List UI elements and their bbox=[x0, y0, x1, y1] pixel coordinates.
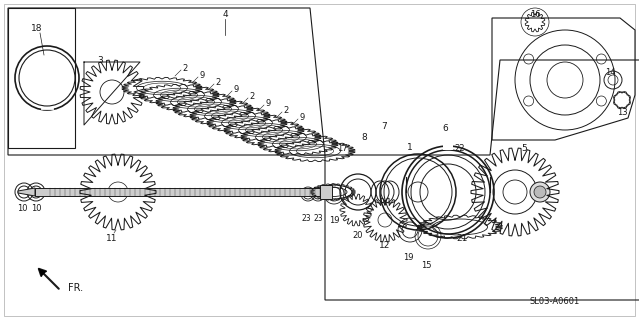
Text: 19: 19 bbox=[403, 253, 413, 262]
Bar bbox=[35, 188, 325, 196]
Text: 18: 18 bbox=[31, 23, 43, 33]
Text: 1: 1 bbox=[407, 142, 413, 151]
Text: 10: 10 bbox=[17, 204, 27, 212]
Text: 14: 14 bbox=[604, 68, 615, 76]
Text: 9: 9 bbox=[265, 99, 271, 108]
Text: 13: 13 bbox=[617, 108, 627, 116]
Text: SL03-A0601: SL03-A0601 bbox=[530, 298, 580, 307]
Text: 2: 2 bbox=[215, 77, 220, 86]
Circle shape bbox=[530, 182, 550, 202]
Text: 12: 12 bbox=[380, 241, 390, 250]
Text: 20: 20 bbox=[353, 230, 363, 239]
Polygon shape bbox=[18, 188, 35, 196]
Text: FR.: FR. bbox=[68, 283, 83, 293]
Text: 9: 9 bbox=[199, 70, 204, 79]
Text: 23: 23 bbox=[313, 213, 323, 222]
Text: 2: 2 bbox=[249, 92, 254, 100]
Text: 19: 19 bbox=[328, 215, 339, 225]
Text: 4: 4 bbox=[222, 10, 228, 19]
Bar bbox=[443, 142, 453, 150]
Text: 11: 11 bbox=[106, 234, 118, 243]
Text: 21: 21 bbox=[456, 234, 468, 243]
Text: 7: 7 bbox=[381, 122, 387, 131]
Text: 6: 6 bbox=[442, 124, 448, 132]
Circle shape bbox=[534, 186, 546, 198]
Text: 8: 8 bbox=[361, 132, 367, 141]
Text: 22: 22 bbox=[455, 143, 465, 153]
Text: 9: 9 bbox=[300, 113, 305, 122]
Text: 5: 5 bbox=[521, 143, 527, 153]
Text: 10: 10 bbox=[31, 204, 42, 212]
Text: 2: 2 bbox=[283, 106, 289, 115]
Bar bbox=[320, 185, 332, 199]
Text: 9: 9 bbox=[233, 84, 238, 93]
Text: 16: 16 bbox=[530, 10, 541, 19]
Text: 23: 23 bbox=[301, 213, 311, 222]
Text: 15: 15 bbox=[420, 260, 431, 269]
Text: 17: 17 bbox=[337, 143, 348, 153]
Text: 3: 3 bbox=[97, 55, 103, 65]
Text: 2: 2 bbox=[182, 63, 188, 73]
